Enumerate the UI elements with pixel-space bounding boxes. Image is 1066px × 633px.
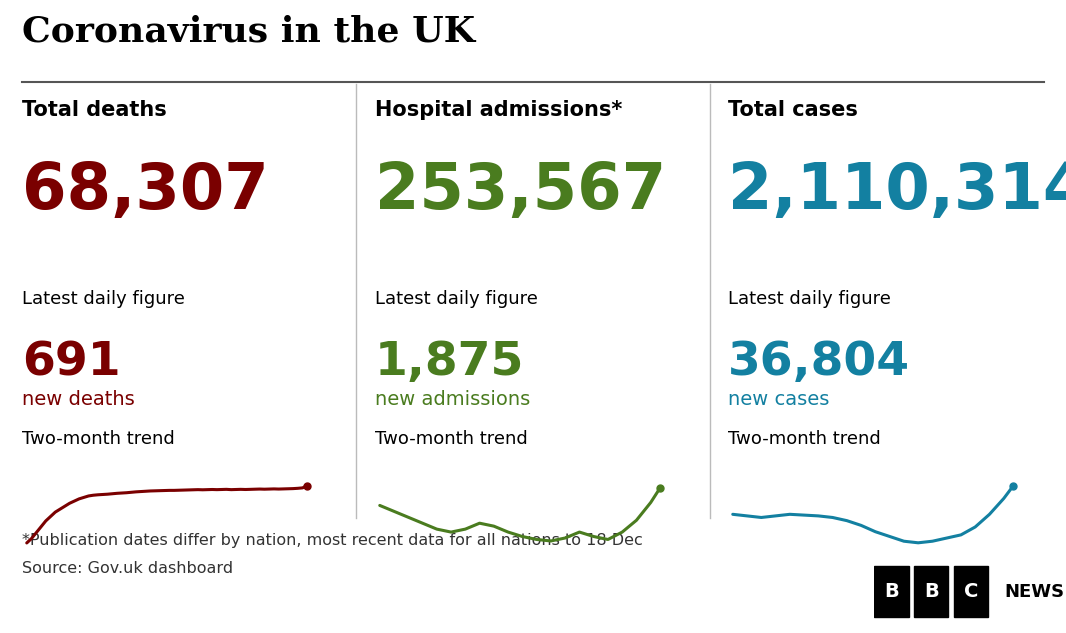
Text: new admissions: new admissions xyxy=(375,390,530,409)
Text: Total deaths: Total deaths xyxy=(22,100,166,120)
Text: 253,567: 253,567 xyxy=(375,160,666,222)
Text: B: B xyxy=(924,582,938,601)
Text: Latest daily figure: Latest daily figure xyxy=(728,290,891,308)
Text: Two-month trend: Two-month trend xyxy=(728,430,881,448)
Text: Source: Gov.uk dashboard: Source: Gov.uk dashboard xyxy=(22,561,233,576)
Text: 1,875: 1,875 xyxy=(375,340,524,385)
Text: 2,110,314: 2,110,314 xyxy=(728,160,1066,222)
Text: Hospital admissions*: Hospital admissions* xyxy=(375,100,623,120)
Text: 36,804: 36,804 xyxy=(728,340,910,385)
Text: C: C xyxy=(964,582,979,601)
Text: *Publication dates differ by nation, most recent data for all nations to 18 Dec: *Publication dates differ by nation, mos… xyxy=(22,533,643,548)
Text: B: B xyxy=(884,582,899,601)
Text: new deaths: new deaths xyxy=(22,390,134,409)
Text: Latest daily figure: Latest daily figure xyxy=(22,290,184,308)
FancyBboxPatch shape xyxy=(874,566,908,618)
Text: NEWS: NEWS xyxy=(1004,583,1065,601)
Text: Total cases: Total cases xyxy=(728,100,858,120)
Text: Latest daily figure: Latest daily figure xyxy=(375,290,538,308)
Text: Two-month trend: Two-month trend xyxy=(375,430,528,448)
Text: 68,307: 68,307 xyxy=(22,160,269,222)
Text: 691: 691 xyxy=(22,340,120,385)
Text: Coronavirus in the UK: Coronavirus in the UK xyxy=(22,15,475,49)
FancyBboxPatch shape xyxy=(914,566,949,618)
Text: new cases: new cases xyxy=(728,390,829,409)
Text: Two-month trend: Two-month trend xyxy=(22,430,175,448)
FancyBboxPatch shape xyxy=(954,566,988,618)
